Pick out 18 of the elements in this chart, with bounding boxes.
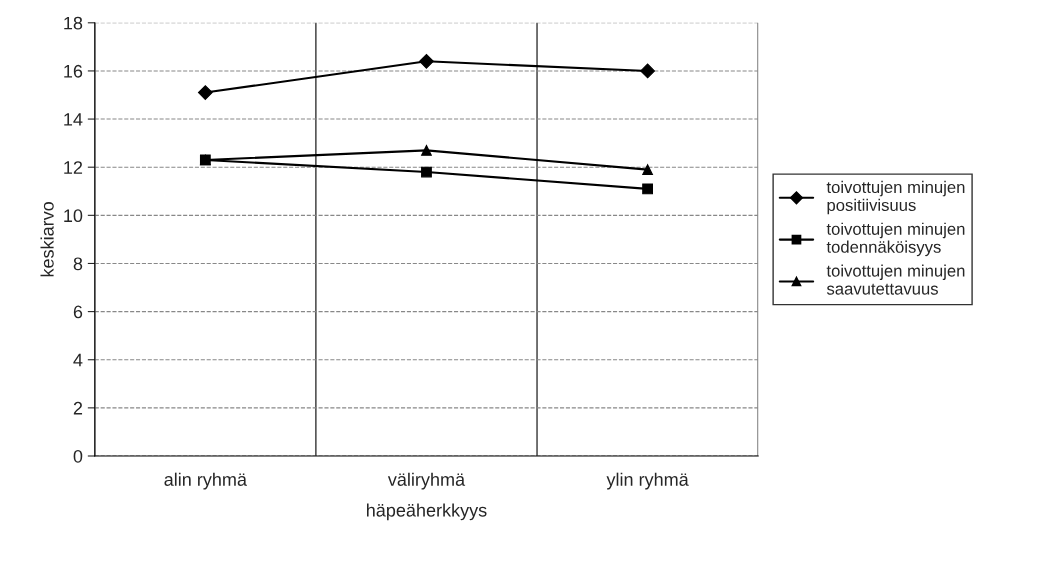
y-tick-label: 18 bbox=[64, 16, 83, 30]
y-axis-title: keskiarvo bbox=[40, 202, 54, 277]
y-tick-label: 6 bbox=[73, 305, 83, 319]
legend-label: toivottujen minujen todennäköisyys bbox=[826, 222, 965, 257]
x-axis-title: häpeäherkkyys bbox=[367, 503, 487, 521]
y-tick-label: 0 bbox=[73, 449, 83, 463]
legend-label: toivottujen minujen positiivisuus bbox=[826, 180, 965, 215]
y-tick-label: 4 bbox=[73, 353, 83, 367]
y-tick-label: 16 bbox=[64, 64, 83, 78]
x-tick-label: ylin ryhmä bbox=[606, 472, 689, 490]
y-tick-label: 10 bbox=[64, 209, 83, 223]
y-tick-label: 8 bbox=[73, 257, 83, 271]
legend-label: toivottujen minujen saavutettavuus bbox=[826, 264, 965, 295]
x-tick-label: alin ryhmä bbox=[164, 472, 247, 490]
y-tick-label: 2 bbox=[73, 401, 83, 415]
x-tick-label: väliryhmä bbox=[387, 472, 466, 490]
y-tick-label: 12 bbox=[64, 161, 83, 174]
y-tick-label: 14 bbox=[64, 113, 83, 126]
